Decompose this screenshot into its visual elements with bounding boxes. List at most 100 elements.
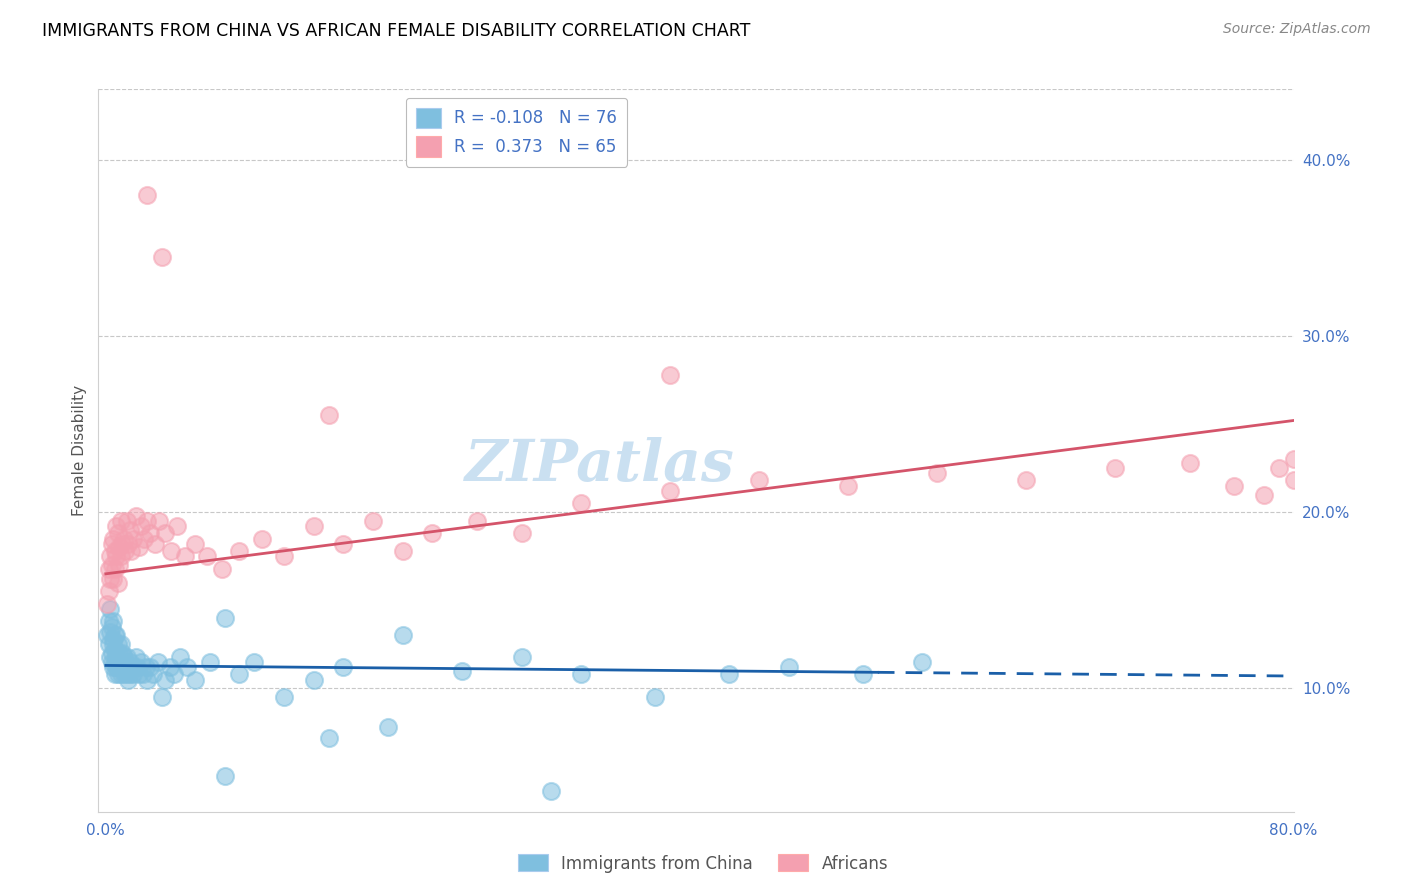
Point xyxy=(108,660,131,674)
Point xyxy=(1015,474,1038,488)
Point xyxy=(1253,487,1275,501)
Point xyxy=(136,673,159,687)
Point xyxy=(318,731,340,745)
Point xyxy=(112,532,135,546)
Point xyxy=(273,690,295,705)
Point xyxy=(121,532,143,546)
Point xyxy=(159,660,181,674)
Point xyxy=(131,655,153,669)
Point xyxy=(105,549,128,564)
Point xyxy=(107,667,129,681)
Point xyxy=(111,537,134,551)
Point xyxy=(120,660,142,674)
Point xyxy=(136,514,159,528)
Text: Source: ZipAtlas.com: Source: ZipAtlas.com xyxy=(1223,22,1371,37)
Legend: Immigrants from China, Africans: Immigrants from China, Africans xyxy=(512,847,894,880)
Point xyxy=(120,544,142,558)
Point xyxy=(148,514,170,528)
Point xyxy=(1267,461,1289,475)
Point xyxy=(166,519,188,533)
Point xyxy=(465,514,488,528)
Point xyxy=(103,615,125,629)
Point xyxy=(105,660,128,674)
Point xyxy=(103,632,125,646)
Point xyxy=(110,549,132,564)
Point xyxy=(131,519,153,533)
Point xyxy=(98,572,121,586)
Point xyxy=(142,667,165,681)
Point xyxy=(118,523,141,537)
Point xyxy=(108,541,131,555)
Point xyxy=(911,655,934,669)
Point xyxy=(104,655,127,669)
Point xyxy=(659,368,682,382)
Point xyxy=(1282,474,1305,488)
Point xyxy=(112,649,135,664)
Point xyxy=(110,667,132,681)
Point xyxy=(107,575,129,590)
Point xyxy=(117,660,139,674)
Point xyxy=(111,646,134,660)
Point xyxy=(128,541,150,555)
Point xyxy=(659,483,682,498)
Point xyxy=(852,667,875,681)
Point xyxy=(243,655,266,669)
Point xyxy=(105,649,128,664)
Point xyxy=(101,646,124,660)
Point xyxy=(104,561,127,575)
Point xyxy=(143,537,166,551)
Point xyxy=(103,637,125,651)
Point xyxy=(98,624,121,639)
Point xyxy=(118,667,141,681)
Point xyxy=(195,549,218,564)
Point xyxy=(103,532,125,546)
Text: IMMIGRANTS FROM CHINA VS AFRICAN FEMALE DISABILITY CORRELATION CHART: IMMIGRANTS FROM CHINA VS AFRICAN FEMALE … xyxy=(42,22,751,40)
Point xyxy=(837,479,859,493)
Point xyxy=(422,526,444,541)
Point xyxy=(377,720,399,734)
Point xyxy=(115,514,138,528)
Point xyxy=(98,602,121,616)
Point xyxy=(104,642,127,657)
Point xyxy=(163,667,186,681)
Point xyxy=(97,561,120,575)
Point xyxy=(98,549,121,564)
Point xyxy=(155,673,177,687)
Point xyxy=(927,467,949,481)
Point xyxy=(112,667,135,681)
Point xyxy=(125,660,148,674)
Point xyxy=(104,667,127,681)
Point xyxy=(108,558,131,572)
Point xyxy=(361,514,384,528)
Point xyxy=(510,649,533,664)
Point xyxy=(1223,479,1246,493)
Point xyxy=(169,649,191,664)
Point xyxy=(124,649,146,664)
Point xyxy=(214,611,236,625)
Point xyxy=(114,655,136,669)
Point xyxy=(214,769,236,783)
Point xyxy=(155,526,177,541)
Point xyxy=(173,549,195,564)
Point xyxy=(332,537,354,551)
Point xyxy=(117,537,139,551)
Point xyxy=(97,637,120,651)
Point xyxy=(98,649,121,664)
Point xyxy=(97,615,120,629)
Point xyxy=(97,584,120,599)
Point xyxy=(644,690,666,705)
Point xyxy=(107,655,129,669)
Point xyxy=(115,649,138,664)
Text: ZIPatlas: ZIPatlas xyxy=(465,437,735,493)
Point xyxy=(228,667,250,681)
Point xyxy=(150,250,173,264)
Point xyxy=(105,519,128,533)
Point xyxy=(101,537,124,551)
Point xyxy=(136,188,159,202)
Point xyxy=(101,558,124,572)
Point xyxy=(104,628,127,642)
Y-axis label: Female Disability: Female Disability xyxy=(72,384,87,516)
Point xyxy=(101,620,124,634)
Point xyxy=(111,660,134,674)
Point xyxy=(250,532,273,546)
